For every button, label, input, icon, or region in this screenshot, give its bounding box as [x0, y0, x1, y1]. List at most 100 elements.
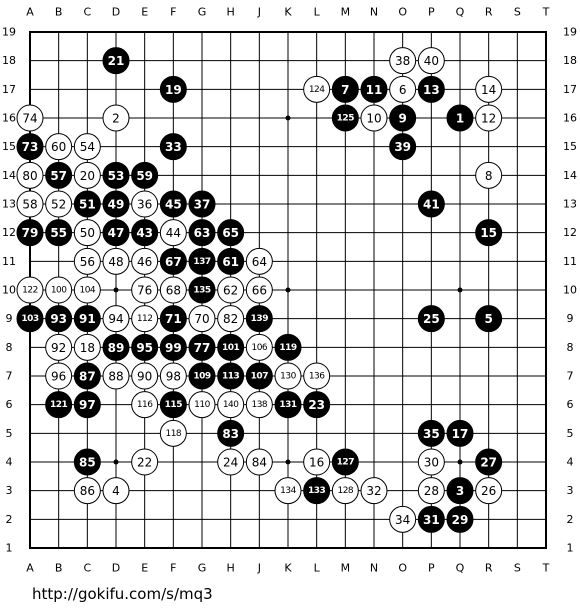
column-label: R [485, 562, 493, 575]
row-label: 8 [6, 341, 13, 354]
move-number: 94 [108, 312, 123, 326]
row-label: 7 [567, 370, 574, 383]
row-label: 17 [563, 83, 577, 96]
white-stone [73, 161, 101, 189]
row-label: 6 [6, 398, 13, 411]
white-stone [475, 75, 503, 103]
black-stone [188, 247, 216, 275]
move-number: 138 [251, 400, 267, 410]
black-stone [303, 391, 331, 419]
column-label: C [83, 6, 91, 19]
star-point [113, 459, 119, 465]
white-stone [102, 104, 130, 132]
row-label: 14 [563, 169, 577, 182]
move-number: 104 [79, 286, 95, 296]
move-number: 100 [51, 286, 67, 296]
move-number: 73 [22, 140, 39, 154]
column-label: C [83, 562, 91, 575]
star-point [113, 287, 119, 293]
move-number: 18 [80, 341, 95, 355]
black-stone [159, 333, 187, 361]
move-number: 107 [251, 372, 269, 382]
white-stone [417, 47, 445, 75]
star-point [457, 459, 463, 465]
white-stone [16, 104, 44, 132]
move-number: 36 [137, 198, 152, 212]
move-number: 6 [399, 83, 407, 97]
move-number: 67 [165, 255, 182, 269]
move-number: 68 [166, 284, 181, 298]
black-stone [16, 305, 44, 333]
move-number: 127 [337, 458, 355, 468]
move-number: 15 [480, 226, 497, 240]
column-label: D [112, 562, 120, 575]
move-number: 80 [22, 169, 37, 183]
row-label: 9 [567, 312, 574, 325]
row-label: 13 [2, 198, 16, 211]
white-stone [303, 448, 331, 476]
black-stone [159, 75, 187, 103]
move-number: 53 [108, 169, 125, 183]
move-number: 96 [51, 370, 66, 384]
column-label: O [398, 562, 407, 575]
black-stone [131, 219, 159, 247]
move-number: 34 [395, 513, 410, 527]
column-label: P [428, 562, 435, 575]
white-stone [360, 104, 388, 132]
move-number: 137 [193, 257, 211, 267]
row-label: 10 [563, 284, 577, 297]
row-label: 14 [2, 169, 16, 182]
move-number: 23 [308, 398, 325, 412]
black-stone [45, 305, 73, 333]
move-number: 124 [309, 85, 325, 95]
black-stone [45, 161, 73, 189]
column-label: M [341, 562, 351, 575]
move-number: 101 [222, 343, 240, 353]
black-stone [159, 247, 187, 275]
move-number: 41 [423, 198, 440, 212]
move-number: 86 [80, 484, 95, 498]
move-number: 5 [484, 312, 492, 326]
row-label: 12 [2, 226, 16, 239]
black-stone [389, 133, 417, 161]
black-stone [217, 333, 245, 361]
footer-url: http://gokifu.com/s/mq3 [32, 585, 213, 603]
black-stone [16, 133, 44, 161]
move-number: 128 [337, 486, 353, 496]
move-number: 61 [222, 255, 239, 269]
move-number: 30 [424, 456, 439, 470]
white-stone [131, 247, 159, 275]
move-number: 55 [50, 226, 67, 240]
white-stone [131, 305, 159, 333]
white-stone [274, 362, 302, 390]
black-stone [475, 448, 503, 476]
white-stone [188, 391, 216, 419]
white-stone [73, 333, 101, 361]
black-stone [417, 75, 445, 103]
row-label: 13 [563, 198, 577, 211]
move-number: 89 [108, 341, 125, 355]
row-label: 1 [567, 542, 574, 555]
column-label: L [314, 6, 321, 19]
row-label: 16 [2, 112, 16, 125]
black-stone [274, 333, 302, 361]
move-number: 133 [308, 486, 326, 496]
column-label: D [112, 6, 120, 19]
move-number: 98 [166, 370, 181, 384]
black-stone [446, 419, 474, 447]
column-label: S [514, 6, 521, 19]
move-number: 50 [80, 226, 95, 240]
move-number: 7 [341, 83, 349, 97]
white-stone [217, 305, 245, 333]
white-stone [303, 75, 331, 103]
black-stone [417, 505, 445, 533]
black-stone [446, 477, 474, 505]
white-stone [159, 362, 187, 390]
move-number: 88 [108, 370, 123, 384]
move-number: 52 [51, 198, 66, 212]
row-label: 11 [2, 255, 16, 268]
black-stone [475, 219, 503, 247]
move-number: 139 [251, 314, 269, 324]
white-stone [131, 391, 159, 419]
